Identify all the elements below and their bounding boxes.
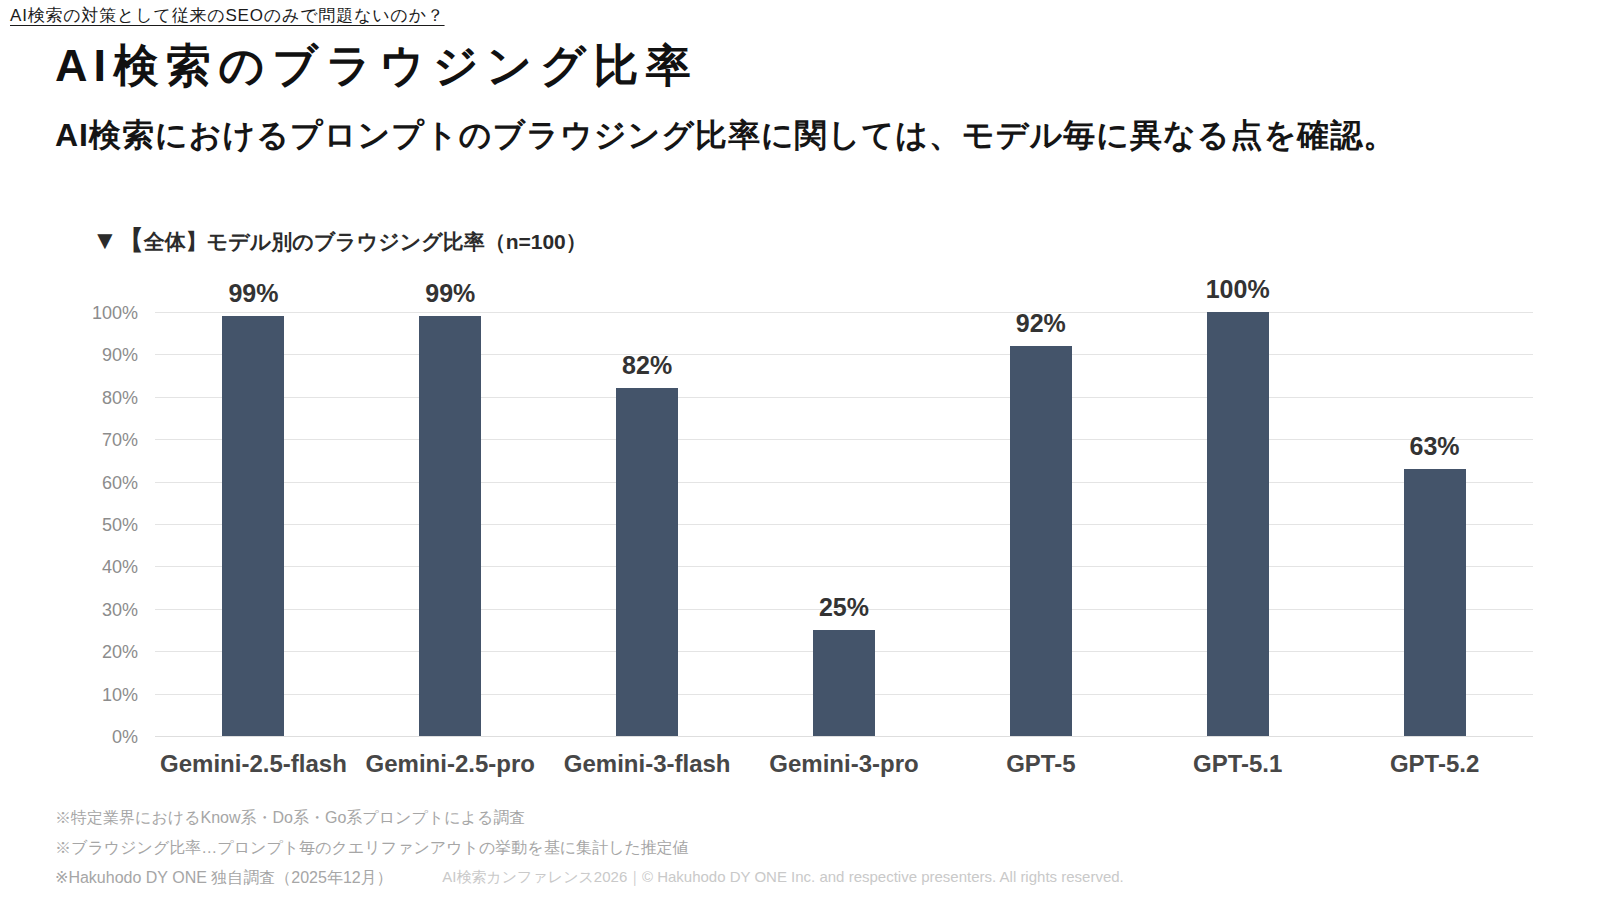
y-axis-tick-label: 100% <box>58 304 138 322</box>
gridline <box>155 312 1533 313</box>
category-label: Gemini-3-pro <box>746 750 943 778</box>
bar <box>616 388 678 736</box>
y-axis-tick-label: 10% <box>58 686 138 704</box>
bar-chart-plot-area: 0%10%20%30%40%50%60%70%80%90%100%99%Gemi… <box>155 312 1533 736</box>
bar <box>1207 312 1269 736</box>
y-axis-tick-label: 0% <box>58 728 138 746</box>
gridline <box>155 736 1533 737</box>
footnote: ※特定業界におけるKnow系・Do系・Go系プロンプトによる調査 <box>55 803 689 833</box>
y-axis-tick-label: 80% <box>58 389 138 407</box>
gridline <box>155 566 1533 567</box>
page-subtitle: AI検索におけるプロンプトのブラウジング比率に関しては、モデル毎に異なる点を確認… <box>55 114 1396 158</box>
category-label: GPT-5.1 <box>1139 750 1336 778</box>
bar <box>222 316 284 736</box>
topic-link: AI検索の対策として従来のSEOのみで問題ないのか？ <box>10 4 445 27</box>
bar-value-label: 82% <box>577 353 717 378</box>
category-label: Gemini-2.5-pro <box>352 750 549 778</box>
bar-value-label: 100% <box>1168 277 1308 302</box>
footnote: ※ブラウジング比率…プロンプト毎のクエリファンアウトの挙動を基に集計した推定値 <box>55 833 689 863</box>
bar-value-label: 92% <box>971 311 1111 336</box>
category-label: GPT-5.2 <box>1336 750 1533 778</box>
y-axis-tick-label: 40% <box>58 558 138 576</box>
category-label: Gemini-2.5-flash <box>155 750 352 778</box>
gridline <box>155 439 1533 440</box>
gridline <box>155 354 1533 355</box>
category-label: GPT-5 <box>942 750 1139 778</box>
bar-value-label: 63% <box>1365 434 1505 459</box>
category-label: Gemini-3-flash <box>549 750 746 778</box>
page-title: AI検索のブラウジング比率 <box>55 36 697 96</box>
bar-value-label: 25% <box>774 595 914 620</box>
y-axis-tick-label: 30% <box>58 601 138 619</box>
y-axis-tick-label: 20% <box>58 643 138 661</box>
y-axis-tick-label: 50% <box>58 516 138 534</box>
bar <box>813 630 875 736</box>
bar <box>419 316 481 736</box>
bar <box>1404 469 1466 736</box>
copyright-footer: AI検索カンファレンス2026｜© Hakuhodo DY ONE Inc. a… <box>0 868 1566 887</box>
gridline <box>155 482 1533 483</box>
bar-value-label: 99% <box>380 281 520 306</box>
y-axis-tick-label: 90% <box>58 346 138 364</box>
chart-title: ▼【全体】モデル別のブラウジング比率（n=100） <box>92 227 587 255</box>
gridline <box>155 524 1533 525</box>
y-axis-tick-label: 60% <box>58 474 138 492</box>
bar-value-label: 99% <box>183 281 323 306</box>
y-axis-tick-label: 70% <box>58 431 138 449</box>
bar <box>1010 346 1072 736</box>
gridline <box>155 397 1533 398</box>
